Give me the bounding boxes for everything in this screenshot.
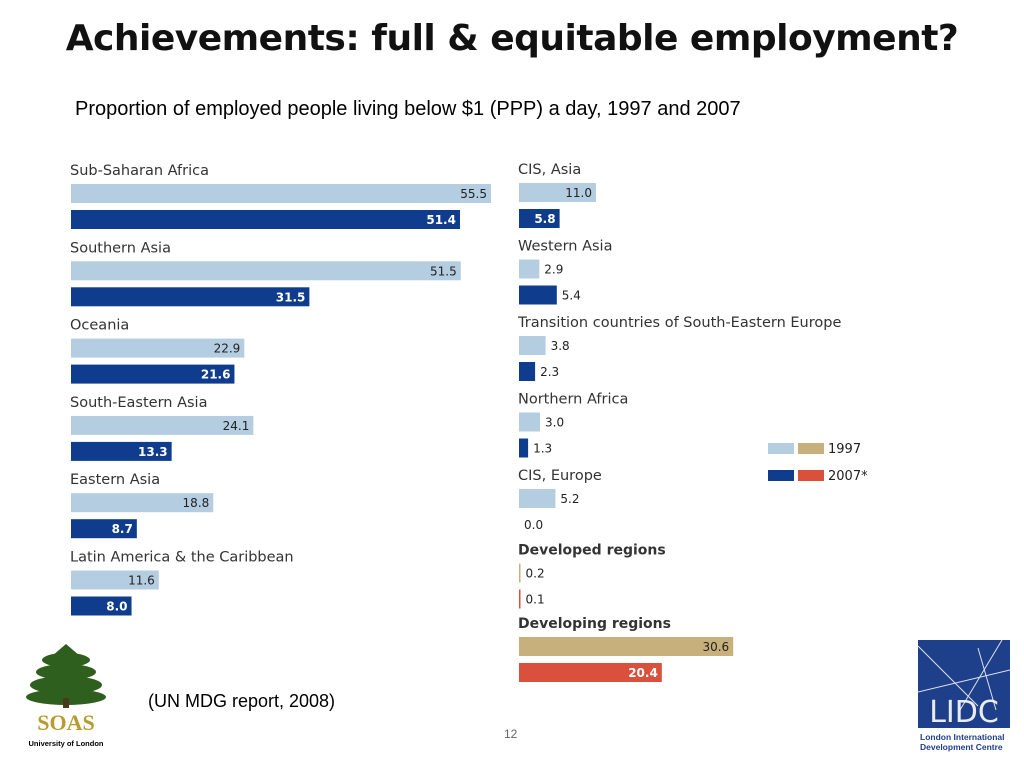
bar-group-south-eastern-asia: South-Eastern Asia 24.1 13.3 <box>70 395 254 461</box>
value-label-2007-eastern-asia: 8.7 <box>112 522 133 536</box>
value-label-1997-southern-asia: 51.5 <box>430 264 457 278</box>
bar-group-southern-asia: Southern Asia 51.5 31.5 <box>70 240 461 307</box>
lidc-subtitle-line-1: London International <box>920 732 1005 742</box>
chart-subtitle: Proportion of employed people living bel… <box>75 98 741 120</box>
bar-2007-northern-africa <box>519 438 529 458</box>
bar-1997-developed-regions <box>519 563 521 583</box>
value-label-1997-transition-countries-of-south-eastern-europe: 3.8 <box>551 339 570 353</box>
lidc-subtitle-line-2: Development Centre <box>920 742 1003 752</box>
bar-group-cis-asia: CIS, Asia 11.0 5.8 <box>518 162 596 228</box>
legend-swatch-2007-aggregate <box>798 470 824 481</box>
category-label-transition-countries-of-south-eastern-europe: Transition countries of South-Eastern Eu… <box>517 315 841 331</box>
value-label-1997-sub-saharan-africa: 55.5 <box>460 187 487 201</box>
category-label-developed-regions: Developed regions <box>518 543 666 559</box>
bar-1997-south-eastern-asia <box>71 415 254 435</box>
value-label-1997-developed-regions: 0.2 <box>526 567 545 581</box>
bar-1997-latin-america-the-caribbean <box>71 570 159 590</box>
bar-group-sub-saharan-africa: Sub-Saharan Africa 55.5 51.4 <box>70 163 491 229</box>
bar-2007-sub-saharan-africa <box>71 210 460 229</box>
lidc-line-pattern-icon <box>918 640 1010 711</box>
bars-layer: Sub-Saharan Africa 55.5 51.4 Southern Asia 5… <box>70 162 841 682</box>
category-label-southern-asia: Southern Asia <box>70 240 171 256</box>
value-label-1997-western-asia: 2.9 <box>544 263 563 277</box>
bar-chart: Sub-Saharan Africa 55.5 51.4 Southern Asia 5… <box>70 162 868 682</box>
legend-label-1997: 1997 <box>828 442 861 457</box>
bar-1997-cis-europe <box>519 489 556 508</box>
category-label-cis-europe: CIS, Europe <box>518 468 602 484</box>
chart-legend: 1997 2007* <box>768 442 868 484</box>
soas-subtitle: University of London <box>29 739 104 748</box>
bar-1997-sub-saharan-africa <box>71 184 491 203</box>
value-label-2007-western-asia: 5.4 <box>562 289 581 303</box>
value-label-2007-south-eastern-asia: 13.3 <box>138 445 168 459</box>
value-label-1997-northern-africa: 3.0 <box>545 416 564 430</box>
cedar-tree-icon <box>26 644 106 708</box>
bar-group-latin-america-the-caribbean: Latin America & the Caribbean 11.68.0 <box>70 550 294 616</box>
legend-swatch-1997-region <box>768 443 794 454</box>
value-label-1997-cis-asia: 11.0 <box>565 186 592 200</box>
bar-1997-western-asia <box>519 259 540 279</box>
bar-2007-cis-asia <box>519 209 560 228</box>
bar-group-northern-africa: Northern Africa 3.0 1.3 <box>518 392 628 458</box>
category-label-developing-regions: Developing regions <box>518 616 671 632</box>
bar-group-developing-regions: Developing regions 30.6 20.4 <box>518 616 734 682</box>
slide-title: Achievements: full & equitable employmen… <box>65 18 959 59</box>
value-label-2007-cis-asia: 5.8 <box>534 212 555 226</box>
bar-1997-northern-africa <box>519 412 540 432</box>
category-label-eastern-asia: Eastern Asia <box>70 472 160 488</box>
value-label-2007-sub-saharan-africa: 51.4 <box>426 213 456 227</box>
bar-2007-oceania <box>71 364 235 384</box>
soas-wordmark: SOAS <box>37 710 94 735</box>
value-label-2007-latin-america-the-caribbean: 8.0 <box>106 600 127 614</box>
value-label-2007-cis-europe: 0.0 <box>524 518 543 532</box>
value-label-2007-developed-regions: 0.1 <box>526 593 545 607</box>
value-label-2007-northern-africa: 1.3 <box>533 442 552 456</box>
value-label-2007-transition-countries-of-south-eastern-europe: 2.3 <box>540 365 559 379</box>
lidc-logo: LIDC London International Development Ce… <box>918 640 1010 752</box>
value-label-2007-developing-regions: 20.4 <box>628 666 658 680</box>
bar-group-developed-regions: Developed regions 0.2 0.1 <box>518 543 666 609</box>
category-label-latin-america-the-caribbean: Latin America & the Caribbean <box>70 550 294 566</box>
legend-swatch-1997-aggregate <box>798 443 824 454</box>
category-label-northern-africa: Northern Africa <box>518 392 628 408</box>
bar-2007-eastern-asia <box>71 519 137 539</box>
bar-1997-developing-regions <box>519 637 734 656</box>
category-label-oceania: Oceania <box>70 318 129 334</box>
bar-group-transition-countries-of-south-eastern-europe: Transition countries of South-Eastern Eu… <box>517 315 841 381</box>
value-label-1997-south-eastern-asia: 24.1 <box>223 419 250 433</box>
category-label-cis-asia: CIS, Asia <box>518 162 581 178</box>
bar-2007-developing-regions <box>519 663 662 682</box>
value-label-2007-southern-asia: 31.5 <box>276 290 306 304</box>
bar-1997-oceania <box>71 338 245 358</box>
value-label-1997-developing-regions: 30.6 <box>702 640 729 654</box>
page-number: 12 <box>504 727 518 741</box>
bar-2007-latin-america-the-caribbean <box>71 596 132 616</box>
bar-1997-eastern-asia <box>71 493 214 513</box>
bar-group-western-asia: Western Asia 2.9 5.4 <box>518 239 612 305</box>
legend-swatch-2007-region <box>768 470 794 481</box>
bar-1997-cis-asia <box>519 183 596 202</box>
value-label-1997-eastern-asia: 18.8 <box>183 496 210 510</box>
value-label-1997-latin-america-the-caribbean: 11.6 <box>128 574 155 588</box>
bar-group-cis-europe: CIS, Europe 5.2 0.0 <box>518 468 602 532</box>
value-label-1997-cis-europe: 5.2 <box>560 492 579 506</box>
category-label-south-eastern-asia: South-Eastern Asia <box>70 395 207 411</box>
source-citation: (UN MDG report, 2008) <box>148 691 336 711</box>
bar-2007-developed-regions <box>519 589 521 609</box>
bar-group-oceania: Oceania 22.9 21.6 <box>70 318 245 384</box>
lidc-wordmark: LIDC <box>929 695 999 730</box>
soas-logo: SOAS University of London <box>26 644 106 748</box>
bar-2007-southern-asia <box>71 287 310 307</box>
category-label-sub-saharan-africa: Sub-Saharan Africa <box>70 163 209 179</box>
bar-2007-south-eastern-asia <box>71 441 172 461</box>
bar-1997-southern-asia <box>71 261 461 281</box>
bar-2007-western-asia <box>519 285 557 305</box>
bar-2007-transition-countries-of-south-eastern-europe <box>519 362 536 381</box>
bar-group-eastern-asia: Eastern Asia 18.8 8.7 <box>70 472 214 539</box>
legend-label-2007: 2007* <box>828 469 868 484</box>
value-label-2007-oceania: 21.6 <box>201 368 231 382</box>
bar-1997-transition-countries-of-south-eastern-europe <box>519 336 546 355</box>
category-label-western-asia: Western Asia <box>518 239 612 255</box>
value-label-1997-oceania: 22.9 <box>214 342 241 356</box>
